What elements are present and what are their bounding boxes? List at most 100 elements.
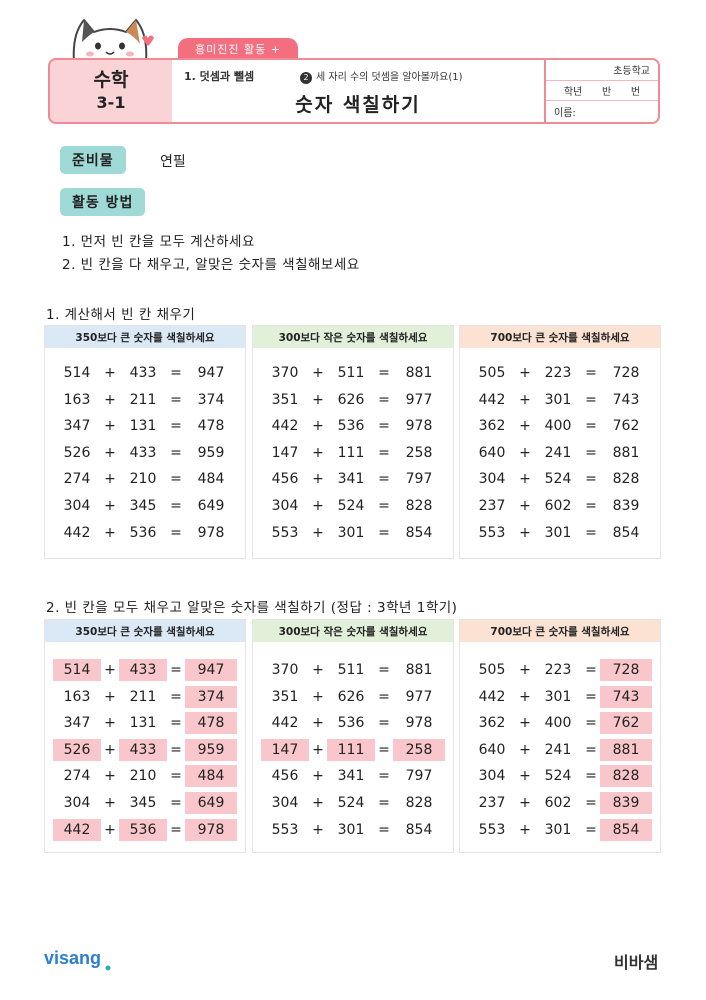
- lesson-text: 세 자리 수의 덧셈을 알아볼까요(1): [316, 72, 463, 83]
- equation-row: 351 +626 = 977: [253, 389, 455, 415]
- addend-2: 602: [544, 795, 572, 811]
- plus-sign: +: [312, 365, 324, 381]
- addend-1: 274: [63, 768, 91, 785]
- addend-1: 456: [271, 471, 299, 488]
- sum: 854: [405, 524, 433, 541]
- panel-title: 350보다 큰 숫자를 색칠하세요: [45, 326, 245, 348]
- equation-row: 304 +524 = 828: [253, 792, 455, 818]
- equals-sign: =: [585, 688, 597, 705]
- cat-mascot-icon: [72, 18, 154, 63]
- equals-sign: =: [378, 391, 390, 408]
- equals-sign: =: [170, 418, 182, 435]
- addend-2: 536: [119, 818, 167, 841]
- visang-logo-text: visang: [44, 948, 101, 968]
- plus-sign: +: [104, 821, 116, 838]
- panel-title: 300보다 작은 숫자를 색칠하세요: [253, 620, 453, 642]
- sum: 797: [405, 768, 433, 785]
- addend-2: 626: [337, 688, 365, 705]
- plus-sign: +: [312, 391, 324, 408]
- equation-row: 370 +511 = 881: [253, 659, 455, 685]
- title-box: 1. 덧셈과 뺄셈 2 세 자리 수의 덧셈을 알아볼까요(1) 숫자 색칠하기: [172, 58, 544, 124]
- equation-row: 505 +223 = 728: [460, 659, 662, 685]
- sum: 881: [612, 444, 640, 461]
- sum: 728: [612, 365, 640, 381]
- addend-2: 524: [544, 768, 572, 785]
- equation-row: 274 +210 = 484: [45, 765, 247, 791]
- equation-row: 553 +301 = 854: [460, 818, 662, 845]
- section-2-title: 2. 빈 칸을 모두 채우고 알맞은 숫자를 색칠하기 (정답 : 3학년 1학…: [46, 600, 458, 616]
- plus-sign: +: [312, 821, 324, 838]
- addend-1: 163: [63, 688, 91, 705]
- sum: 743: [612, 391, 640, 408]
- visang-logo: visang: [44, 948, 111, 971]
- addend-2: 301: [544, 524, 572, 541]
- equation-row: 526 +433 = 959: [45, 442, 247, 468]
- panel-2-1: 350보다 큰 숫자를 색칠하세요 514 +433 = 947 163 +211 = 374 3…: [44, 619, 246, 853]
- method-label: 활동 방법: [60, 188, 146, 216]
- addend-1: 370: [271, 662, 299, 678]
- sum: 947: [197, 365, 225, 381]
- panel-title: 300보다 작은 숫자를 색칠하세요: [253, 326, 453, 348]
- equals-sign: =: [378, 768, 390, 785]
- addend-1: 304: [271, 498, 299, 514]
- sum: 881: [405, 365, 433, 381]
- equals-sign: =: [585, 418, 597, 435]
- equals-sign: =: [170, 688, 182, 705]
- addend-2: 536: [337, 715, 365, 732]
- addend-1: 514: [53, 659, 101, 681]
- addend-2: 301: [337, 821, 365, 838]
- equals-sign: =: [378, 662, 390, 678]
- addend-2: 345: [129, 498, 157, 514]
- equation-row: 237 +602 = 839: [460, 495, 662, 521]
- panel-title: 700보다 큰 숫자를 색칠하세요: [460, 620, 660, 642]
- addend-1: 304: [478, 768, 506, 785]
- sum: 762: [612, 418, 640, 435]
- addend-2: 131: [129, 418, 157, 435]
- addend-2: 241: [544, 444, 572, 461]
- addend-2: 433: [129, 365, 157, 381]
- method-step-2: 2. 빈 칸을 다 채우고, 알맞은 숫자를 색칠해보세요: [62, 257, 360, 273]
- addend-1: 147: [271, 444, 299, 461]
- equation-row: 553 +301 = 854: [460, 522, 662, 548]
- plus-sign: +: [519, 444, 531, 461]
- equals-sign: =: [585, 741, 597, 758]
- sum: 977: [405, 391, 433, 408]
- addend-1: 505: [478, 662, 506, 678]
- plus-sign: +: [519, 768, 531, 785]
- addend-2: 524: [544, 471, 572, 488]
- panel-title: 350보다 큰 숫자를 색칠하세요: [45, 620, 245, 642]
- equals-sign: =: [585, 768, 597, 785]
- equation-row: 456 +341 = 797: [253, 765, 455, 791]
- plus-sign: +: [104, 365, 116, 381]
- equals-sign: =: [378, 741, 390, 758]
- plus-sign: +: [312, 471, 324, 488]
- addend-2: 301: [337, 524, 365, 541]
- plus-sign: +: [104, 418, 116, 435]
- equals-sign: =: [170, 715, 182, 732]
- sum: 743: [600, 685, 652, 708]
- sum: 762: [600, 712, 652, 735]
- equals-sign: =: [170, 365, 182, 381]
- equals-sign: =: [170, 662, 182, 678]
- panel-2-3: 700보다 큰 숫자를 색칠하세요 505 +223 = 728 442 +301 = 743 3…: [459, 619, 661, 853]
- plus-sign: +: [104, 471, 116, 488]
- sum: 959: [185, 738, 237, 761]
- addend-2: 223: [544, 365, 572, 381]
- equals-sign: =: [170, 741, 182, 758]
- addend-1: 351: [271, 688, 299, 705]
- sum: 959: [197, 444, 225, 461]
- number-label: 번: [630, 86, 641, 98]
- sum: 649: [197, 498, 225, 514]
- plus-sign: +: [519, 524, 531, 541]
- plus-sign: +: [104, 768, 116, 785]
- grade-year-label: 학년: [563, 86, 583, 98]
- addend-1: 553: [478, 821, 506, 838]
- class-row: 학년 반 번: [546, 81, 658, 102]
- equals-sign: =: [585, 715, 597, 732]
- plus-sign: +: [312, 741, 324, 758]
- addend-2: 111: [337, 444, 365, 461]
- sum: 828: [405, 795, 433, 811]
- vivasam-logo: 비바샘: [614, 953, 658, 972]
- equation-row: 640 +241 = 881: [460, 442, 662, 468]
- plus-sign: +: [104, 498, 116, 514]
